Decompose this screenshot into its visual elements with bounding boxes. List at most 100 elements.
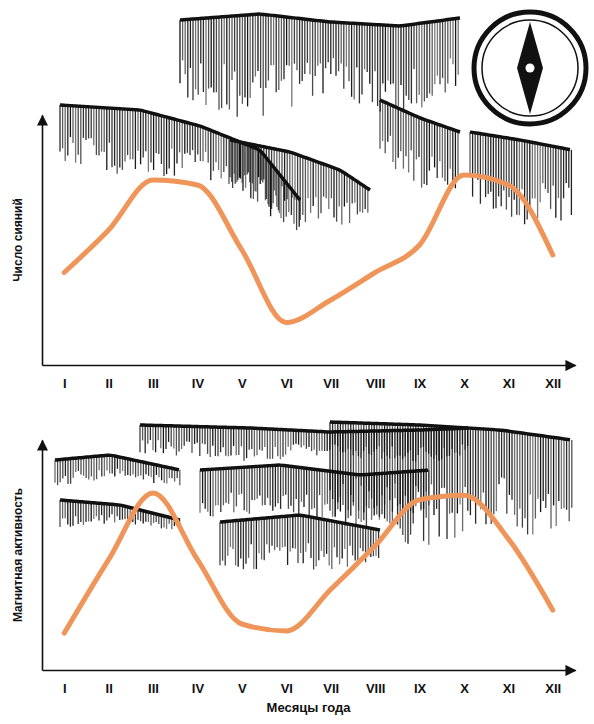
aurora-line xyxy=(127,459,128,475)
aurora-line xyxy=(563,148,564,198)
aurora-line xyxy=(98,503,99,520)
aurora-line xyxy=(93,107,94,145)
aurora-line xyxy=(182,121,183,168)
aurora-line xyxy=(207,470,208,512)
aurora-line xyxy=(434,123,435,167)
x-tick-label: XII xyxy=(545,376,561,391)
aurora-line xyxy=(387,25,388,80)
aurora-line xyxy=(480,134,481,204)
aurora-line xyxy=(329,422,330,490)
aurora-line xyxy=(323,164,324,197)
aurora-line xyxy=(452,129,453,184)
aurora-line xyxy=(122,109,123,170)
aurora-line xyxy=(263,14,264,115)
aurora-line xyxy=(343,23,344,89)
aurora-line xyxy=(186,426,187,441)
aurora-line xyxy=(158,425,159,440)
aurora-line xyxy=(238,428,239,455)
aurora-line xyxy=(439,426,440,536)
aurora-line xyxy=(210,130,211,180)
aurora-line xyxy=(316,470,317,517)
aurora-line xyxy=(249,467,250,514)
aurora-line xyxy=(297,155,298,195)
aurora-line xyxy=(331,167,332,198)
compass xyxy=(474,12,586,124)
aurora-line xyxy=(408,25,409,100)
aurora-line xyxy=(218,133,219,170)
aurora-line xyxy=(490,135,491,191)
aurora-line xyxy=(264,518,265,560)
aurora-line xyxy=(242,15,243,104)
aurora-line xyxy=(450,129,451,169)
aurora-line xyxy=(519,433,520,509)
x-tick: VIII xyxy=(366,681,386,696)
aurora-line xyxy=(161,116,162,164)
aurora-line xyxy=(114,108,115,165)
aurora-line xyxy=(251,467,252,500)
aurora-line xyxy=(361,24,362,95)
aurora-line xyxy=(212,427,213,446)
aurora-line xyxy=(329,520,330,565)
aurora-line xyxy=(524,141,525,224)
aurora-line xyxy=(319,470,320,495)
aurora-line xyxy=(179,121,180,153)
aurora-line xyxy=(225,522,226,566)
aurora-line xyxy=(311,431,312,451)
aurora-line xyxy=(322,21,323,93)
aurora-line xyxy=(532,142,533,198)
aurora-line xyxy=(106,504,107,521)
aurora-line xyxy=(85,107,86,140)
aurora-line xyxy=(364,24,365,69)
aurora-line xyxy=(441,426,442,488)
aurora-line xyxy=(280,465,281,509)
aurora-line xyxy=(379,424,380,520)
aurora-line xyxy=(374,423,375,515)
aurora-line xyxy=(291,18,292,107)
aurora-line xyxy=(288,430,289,447)
aurora-line xyxy=(558,438,559,501)
aurora-line xyxy=(309,469,310,518)
aurora-line xyxy=(390,105,391,136)
aurora-line xyxy=(470,428,471,515)
aurora-line xyxy=(527,434,528,535)
aurora-line xyxy=(269,518,270,553)
aurora-line xyxy=(303,431,304,446)
aurora-line xyxy=(271,517,272,545)
aurora-line xyxy=(302,19,303,81)
aurora-line xyxy=(88,457,89,480)
aurora-line xyxy=(257,466,258,498)
x-tick-label: VII xyxy=(323,681,339,696)
aurora-line xyxy=(349,524,350,545)
aurora-line xyxy=(313,518,314,570)
aurora-line xyxy=(256,428,257,455)
aurora-line xyxy=(199,427,200,456)
aurora-line xyxy=(498,137,499,197)
aurora-line xyxy=(215,132,216,162)
aurora-line xyxy=(488,135,489,194)
aurora-line xyxy=(323,520,324,557)
aurora-line xyxy=(250,15,251,98)
aurora-line xyxy=(517,432,518,526)
aurora-line xyxy=(145,112,146,152)
aurora-line xyxy=(351,23,352,97)
aurora-line xyxy=(537,143,538,218)
aurora-line xyxy=(67,459,68,484)
aurora-line xyxy=(303,516,304,564)
aurora-line xyxy=(444,427,445,488)
aurora-line xyxy=(395,107,396,169)
aurora-line xyxy=(308,431,309,447)
y-axis xyxy=(42,116,43,366)
aurora-line xyxy=(70,106,71,137)
aurora-line xyxy=(185,20,186,75)
aurora-line xyxy=(270,466,271,506)
aurora-line xyxy=(189,426,190,441)
aurora-line xyxy=(372,24,373,102)
aurora-line xyxy=(296,18,297,70)
aurora-line xyxy=(335,422,336,517)
aurora-line xyxy=(276,16,277,92)
panel: IIIIIIIVVVIVIIVIIIIXXXIXIIМагнитная акти… xyxy=(11,422,576,715)
aurora-line xyxy=(274,149,275,191)
aurora-line xyxy=(297,515,298,563)
aurora-line xyxy=(111,108,112,167)
y-axis-title: Магнитная активность xyxy=(11,488,25,622)
